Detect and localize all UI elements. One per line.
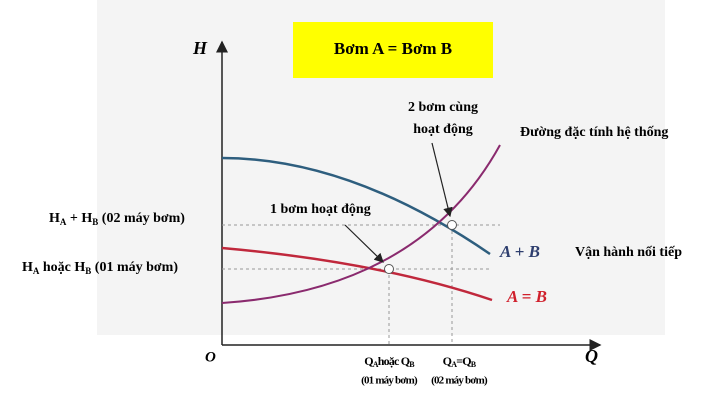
q-note: (01 máy bơm)	[361, 375, 418, 387]
annotation: 1 bơm hoạt động	[270, 202, 371, 217]
q-note: (02 máy bơm)	[431, 375, 488, 387]
q-label: QAhoặc QB	[364, 354, 415, 369]
annotation: 2 bơm cùng	[408, 100, 478, 115]
x-axis-label: Q	[585, 346, 598, 366]
h-label: HA + HB (02 máy bơm)	[49, 211, 185, 227]
title: Bơm A = Bơm B	[334, 39, 452, 58]
origin-label: O	[205, 349, 216, 365]
curve-label: A = B	[506, 287, 547, 306]
arrow	[431, 142, 453, 218]
operating-point	[447, 220, 457, 230]
q-label: QA=QB	[443, 354, 477, 369]
title-box	[293, 22, 493, 78]
annotation: Vận hành nối tiếp	[575, 245, 682, 260]
curve-label: A + B	[499, 242, 540, 261]
annotation: hoạt động	[413, 122, 473, 137]
arrow	[344, 224, 384, 263]
operating-point	[384, 264, 394, 274]
guides	[222, 224, 500, 345]
annotation: Đường đặc tính hệ thống	[520, 125, 668, 140]
y-axis-label: H	[192, 38, 208, 58]
curve-sum	[221, 156, 491, 256]
h-label: HA hoặc HB (01 máy bơm)	[22, 260, 178, 276]
system-curve	[221, 144, 501, 304]
